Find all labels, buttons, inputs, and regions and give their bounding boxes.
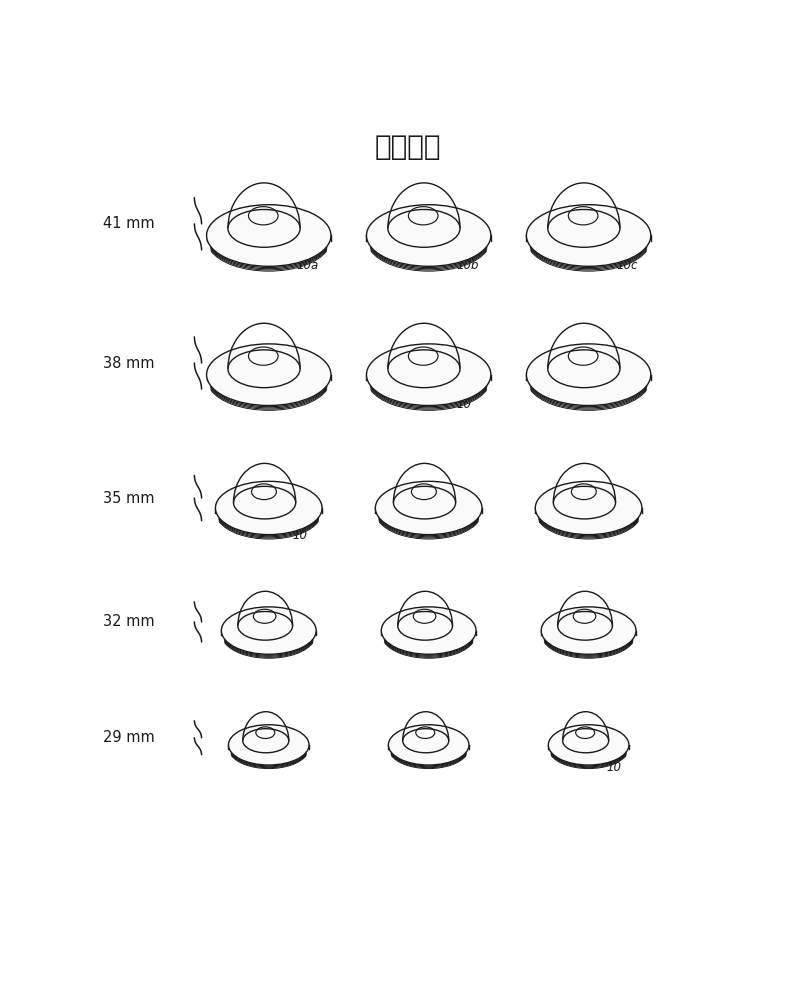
Text: 32 mm: 32 mm — [103, 614, 154, 629]
Ellipse shape — [526, 344, 651, 405]
Text: 38 mm: 38 mm — [103, 356, 154, 371]
Text: 10: 10 — [607, 761, 622, 774]
Text: 10a: 10a — [297, 259, 319, 272]
Ellipse shape — [388, 209, 460, 247]
Ellipse shape — [403, 729, 449, 753]
Ellipse shape — [388, 725, 469, 765]
Ellipse shape — [366, 344, 491, 405]
Ellipse shape — [558, 611, 612, 640]
Ellipse shape — [393, 486, 455, 519]
Ellipse shape — [548, 350, 620, 388]
Ellipse shape — [548, 725, 629, 765]
Text: 35 mm: 35 mm — [103, 491, 154, 506]
Text: 10b: 10b — [457, 259, 479, 272]
Ellipse shape — [541, 607, 636, 654]
Ellipse shape — [553, 486, 615, 519]
Ellipse shape — [563, 729, 609, 753]
Ellipse shape — [221, 607, 316, 654]
Text: 厂度选择: 厂度选择 — [375, 133, 441, 161]
Ellipse shape — [216, 481, 322, 535]
Ellipse shape — [207, 205, 331, 266]
Ellipse shape — [228, 209, 300, 247]
Ellipse shape — [526, 205, 651, 266]
Ellipse shape — [398, 611, 452, 640]
Ellipse shape — [376, 481, 482, 535]
Ellipse shape — [228, 725, 309, 765]
Ellipse shape — [228, 350, 300, 388]
Ellipse shape — [388, 350, 460, 388]
Ellipse shape — [366, 205, 491, 266]
Ellipse shape — [238, 611, 293, 640]
Text: 10c: 10c — [617, 259, 638, 272]
Text: 10: 10 — [293, 529, 308, 542]
Ellipse shape — [207, 344, 331, 405]
Ellipse shape — [381, 607, 476, 654]
Text: 29 mm: 29 mm — [103, 730, 154, 745]
Text: 10: 10 — [457, 398, 472, 411]
Text: 41 mm: 41 mm — [103, 216, 154, 231]
Ellipse shape — [243, 729, 289, 753]
Ellipse shape — [548, 209, 620, 247]
Ellipse shape — [535, 481, 642, 535]
Ellipse shape — [233, 486, 295, 519]
